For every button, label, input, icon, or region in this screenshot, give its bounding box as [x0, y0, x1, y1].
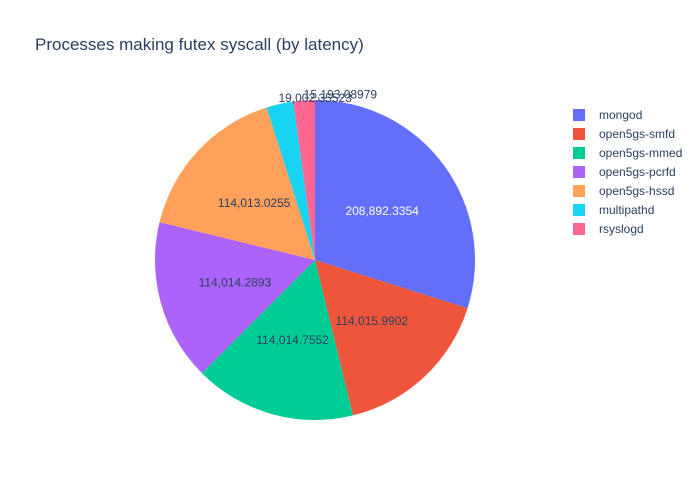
legend: mongod open5gs-smfd open5gs-mmed open5gs-pc… [573, 108, 682, 236]
pie-slices [155, 100, 475, 420]
pie-slice-multipathd[interactable] [266, 101, 315, 260]
legend-swatch-open5gs-smfd[interactable] [573, 128, 585, 140]
legend-swatch-open5gs-pcrfd[interactable] [573, 166, 585, 178]
pie-label-open5gs-hssd: 114,013.0255 [218, 196, 291, 210]
pie-slice-open5gs-smfd[interactable] [315, 260, 468, 416]
pie-label-open5gs-smfd: 114,015.9902 [336, 314, 409, 328]
pie-slice-rsyslogd[interactable] [293, 100, 315, 260]
pie-label-open5gs-mmed: 114,014.7552 [256, 333, 329, 347]
pie-slice-open5gs-hssd[interactable] [159, 107, 315, 261]
pie-labels: 208,892.3354 114,015.9902 114,014.7552 114,… [199, 87, 420, 347]
legend-swatch-open5gs-hssd[interactable] [573, 185, 585, 197]
pie-slice-open5gs-pcrfd[interactable] [155, 222, 315, 374]
legend-swatch-rsyslogd[interactable] [573, 223, 585, 235]
legend-label-mongod[interactable]: mongod [599, 108, 642, 122]
pie-label-multipathd: 19,002.35523 [278, 91, 352, 105]
legend-swatch-multipathd[interactable] [573, 204, 585, 216]
legend-swatch-open5gs-mmed[interactable] [573, 147, 585, 159]
legend-label-open5gs-mmed[interactable]: open5gs-mmed [599, 146, 682, 160]
legend-label-open5gs-hssd[interactable]: open5gs-hssd [599, 184, 674, 198]
legend-swatch-mongod[interactable] [573, 109, 585, 121]
pie-label-open5gs-pcrfd: 114,014.2893 [199, 275, 272, 289]
chart-title: Processes making futex syscall (by laten… [35, 35, 364, 54]
legend-label-rsyslogd[interactable]: rsyslogd [599, 222, 644, 236]
legend-label-open5gs-smfd[interactable]: open5gs-smfd [599, 127, 675, 141]
legend-label-multipathd[interactable]: multipathd [599, 203, 654, 217]
pie-slice-mongod[interactable] [315, 100, 475, 309]
legend-label-open5gs-pcrfd[interactable]: open5gs-pcrfd [599, 165, 676, 179]
pie-label-mongod: 208,892.3354 [345, 204, 419, 218]
pie-slice-open5gs-mmed[interactable] [201, 260, 353, 420]
pie-label-rsyslogd: 15,193.08979 [304, 87, 378, 101]
